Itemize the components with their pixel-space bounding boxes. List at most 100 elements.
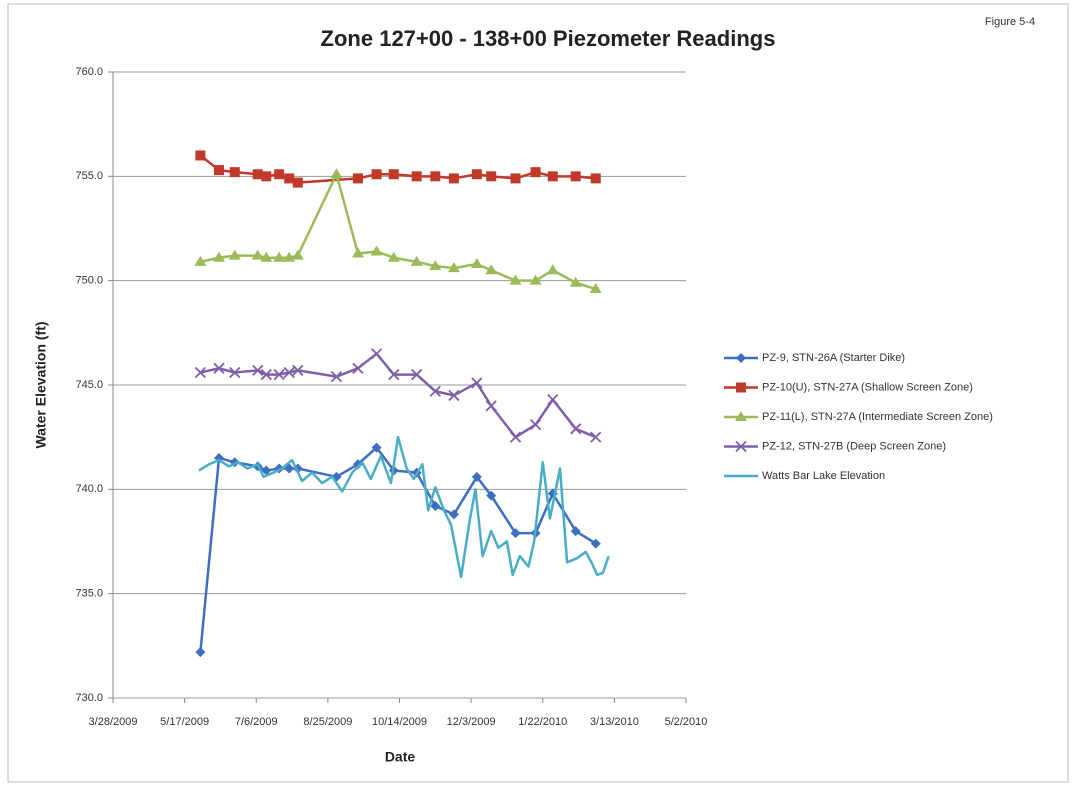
x-tick-label: 3/13/2010 — [590, 716, 639, 728]
marker — [570, 526, 581, 537]
marker — [411, 171, 422, 182]
marker — [273, 251, 286, 262]
marker — [569, 276, 582, 287]
x-tick-label: 8/25/2009 — [303, 716, 352, 728]
marker — [252, 364, 264, 377]
marker — [529, 274, 542, 285]
marker — [485, 264, 498, 275]
marker — [261, 465, 272, 476]
marker — [370, 245, 383, 256]
marker — [429, 385, 441, 397]
chart-frame — [7, 3, 1069, 783]
marker — [570, 423, 582, 435]
y-tick-label: 755.0 — [75, 170, 103, 182]
marker — [735, 440, 747, 453]
marker — [352, 362, 364, 374]
marker — [485, 400, 497, 412]
marker — [410, 255, 423, 266]
marker — [229, 366, 241, 379]
marker — [214, 165, 225, 176]
y-tick-label: 760.0 — [75, 66, 103, 78]
marker — [195, 647, 206, 658]
x-tick-label: 5/2/2010 — [665, 716, 708, 728]
legend-label: PZ-9, STN-26A (Starter Dike) — [762, 352, 905, 364]
x-tick-label: 1/22/2010 — [518, 716, 567, 728]
marker — [736, 353, 746, 363]
marker — [429, 260, 442, 271]
marker — [546, 264, 559, 275]
marker — [292, 364, 304, 377]
marker — [510, 173, 521, 184]
marker — [213, 251, 226, 262]
marker — [388, 169, 399, 180]
marker — [570, 171, 581, 182]
marker — [470, 257, 483, 268]
chart-title: Zone 127+00 - 138+00 Piezometer Readings — [321, 26, 776, 51]
marker — [510, 528, 521, 539]
marker — [352, 459, 363, 470]
marker — [284, 173, 295, 184]
marker — [411, 368, 423, 381]
x-tick-label: 3/28/2009 — [89, 716, 138, 728]
marker — [471, 471, 482, 482]
marker — [509, 431, 522, 443]
marker — [448, 389, 460, 402]
marker — [260, 251, 273, 262]
marker — [194, 255, 207, 266]
marker — [430, 501, 441, 512]
marker — [387, 251, 400, 262]
marker — [371, 442, 382, 453]
marker — [292, 177, 303, 188]
y-tick-label: 745.0 — [75, 379, 103, 391]
y-tick-label: 735.0 — [75, 588, 103, 600]
marker — [352, 173, 363, 184]
series-line — [200, 352, 597, 439]
marker — [388, 368, 400, 381]
marker — [274, 169, 285, 180]
marker — [330, 371, 343, 383]
marker — [195, 150, 206, 161]
figure-annotation: Figure 5-4 — [985, 16, 1035, 28]
marker — [509, 274, 522, 285]
marker — [589, 283, 602, 294]
y-axis-title: Water Elevation (ft) — [33, 321, 49, 448]
x-axis-title: Date — [385, 749, 416, 765]
marker — [330, 168, 343, 179]
marker — [547, 393, 559, 406]
marker — [371, 169, 382, 180]
marker — [590, 538, 601, 549]
marker — [194, 366, 207, 379]
y-tick-label: 750.0 — [75, 275, 103, 287]
marker — [291, 249, 304, 260]
marker — [251, 249, 264, 260]
marker — [529, 419, 542, 431]
x-tick-label: 10/14/2009 — [372, 716, 427, 728]
marker — [430, 171, 441, 182]
marker — [486, 490, 497, 501]
marker — [273, 368, 285, 381]
marker — [229, 167, 240, 178]
marker — [228, 249, 241, 260]
marker — [351, 247, 364, 258]
marker — [370, 348, 383, 360]
legend-label: PZ-10(U), STN-27A (Shallow Screen Zone) — [762, 381, 973, 393]
marker — [590, 431, 602, 443]
marker — [530, 167, 541, 178]
marker — [283, 366, 295, 379]
marker — [590, 173, 601, 184]
marker — [736, 382, 746, 393]
legend-label: PZ-11(L), STN-27A (Intermediate Screen Z… — [762, 411, 993, 423]
x-tick-label: 5/17/2009 — [160, 716, 209, 728]
y-tick-label: 740.0 — [75, 483, 103, 495]
x-tick-label: 7/6/2009 — [235, 716, 278, 728]
y-tick-label: 730.0 — [75, 692, 103, 704]
marker — [547, 171, 558, 182]
marker — [471, 169, 482, 180]
marker — [447, 262, 460, 273]
marker — [448, 173, 459, 184]
marker — [260, 368, 272, 381]
series-line — [199, 446, 597, 653]
legend-label: Watts Bar Lake Elevation — [762, 470, 885, 482]
marker — [213, 362, 225, 374]
